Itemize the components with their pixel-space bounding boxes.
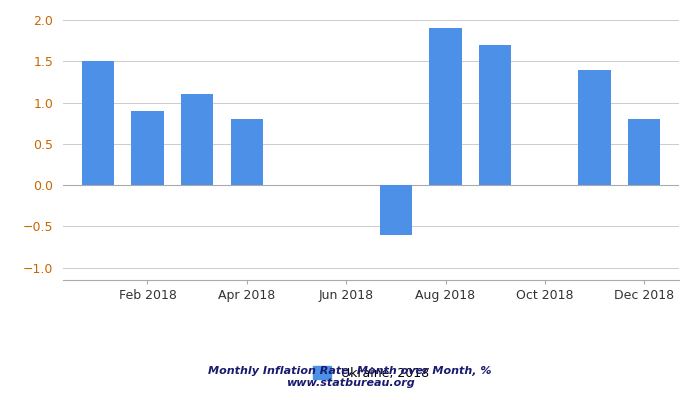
Bar [181, 94, 214, 185]
Bar [479, 45, 511, 185]
Bar [429, 28, 462, 185]
Bar [82, 62, 114, 185]
Bar [132, 111, 164, 185]
Bar [379, 185, 412, 235]
Bar [628, 119, 660, 185]
Bar [578, 70, 610, 185]
Text: Monthly Inflation Rate, Month over Month, %
www.statbureau.org: Monthly Inflation Rate, Month over Month… [209, 366, 491, 388]
Bar [231, 119, 263, 185]
Legend: Ukraine, 2018: Ukraine, 2018 [307, 361, 435, 385]
